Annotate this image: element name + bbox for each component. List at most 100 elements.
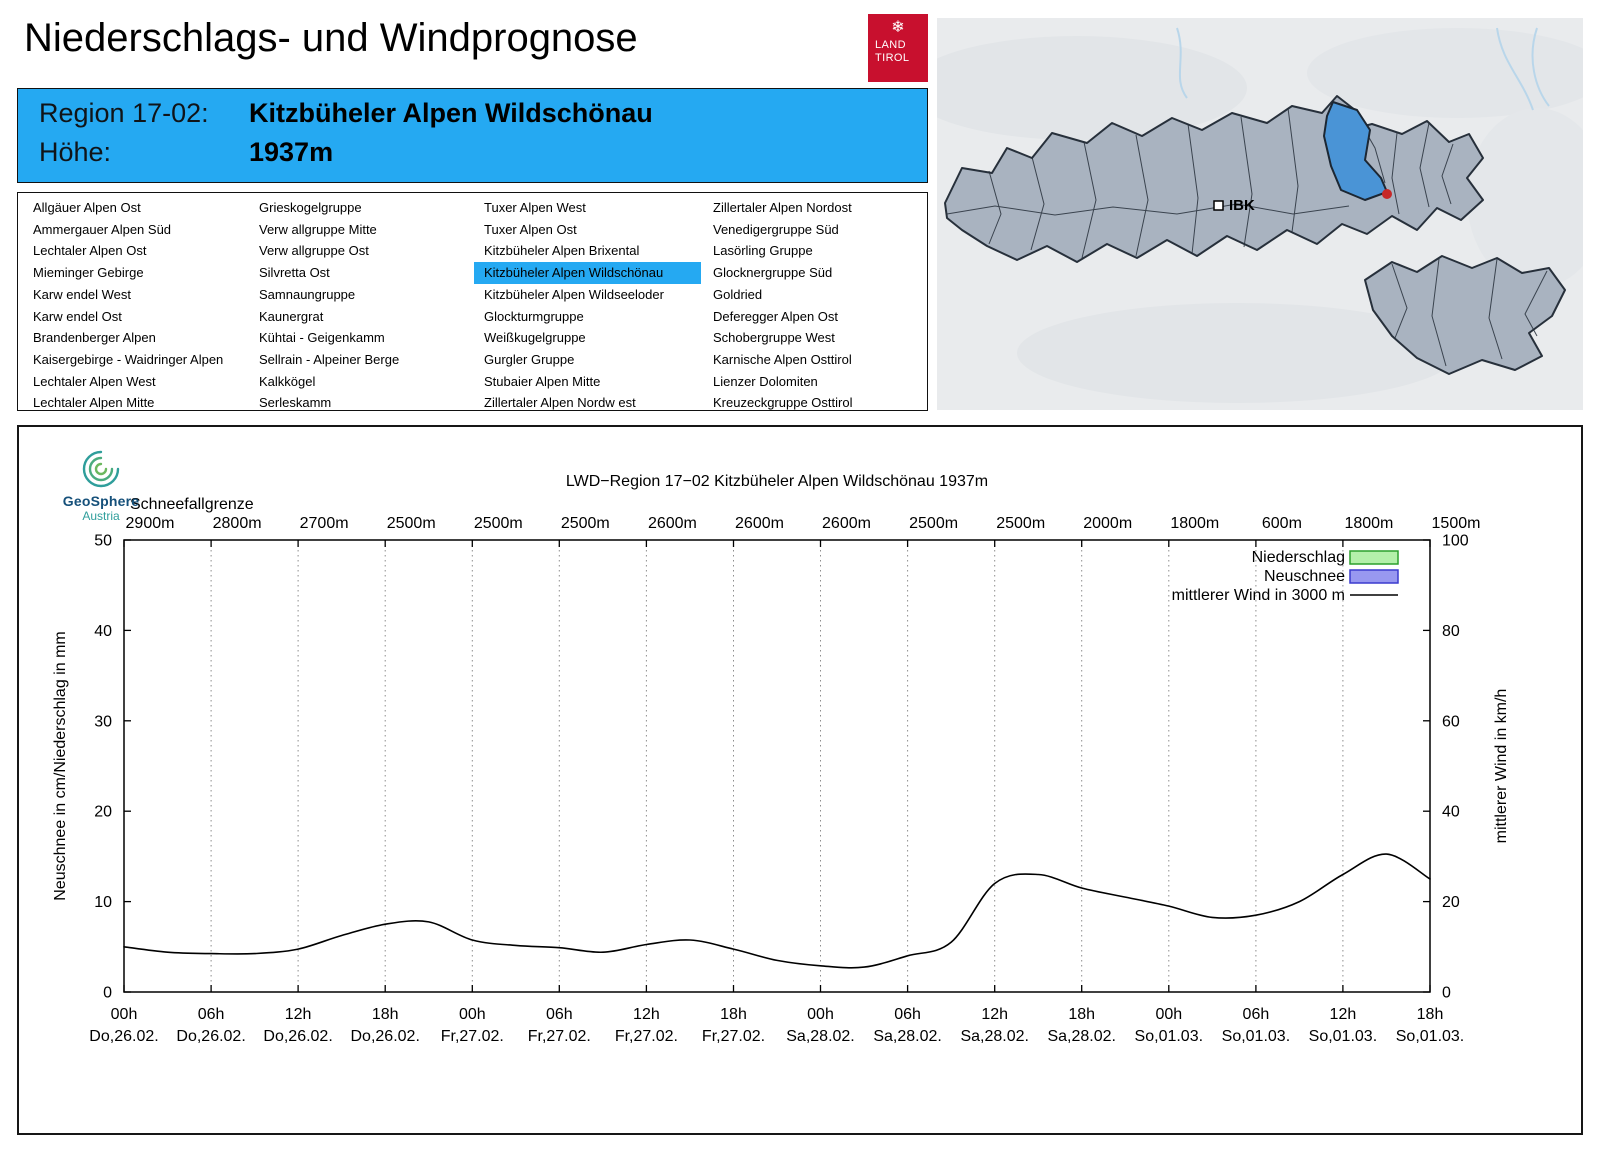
region-list-item[interactable]: Lechtaler Alpen Mitte [33,395,155,411]
tirol-map: IBK [907,18,1600,410]
x-hour-label: 18h [372,1006,399,1023]
region-list-item[interactable]: Kühtai - Geigenkamm [259,330,385,346]
region-list-item[interactable]: Serleskamm [259,395,332,411]
x-hour-label: 06h [198,1006,225,1023]
region-list-item[interactable]: Kaisergebirge - Waidringer Alpen [33,351,224,367]
x-hour-label: 06h [1243,1006,1270,1023]
map-subregion-borders-east [1391,258,1548,367]
region-list-item[interactable]: Glockturmgruppe [484,308,584,324]
y-left-tick-label: 40 [94,623,112,640]
region-list-item[interactable]: Samnaungruppe [259,286,356,302]
snowline-value: 2500m [561,515,610,532]
region-list-item-selected[interactable]: Kitzbüheler Alpen Wildschönau [474,262,701,284]
y-right-axis-title: mittlerer Wind in km/h [1493,689,1510,844]
forecast-chart: 00h Do,26.02. 2900m 06h Do,26.02. 2800m 12h Do,… [17,425,1583,1135]
legend-label: Neuschnee [1264,568,1345,585]
plot-frame [123,539,1431,993]
region-list-item[interactable]: Venedigergruppe Süd [713,221,839,237]
region-list-item[interactable]: Mieminger Gebirge [33,265,144,281]
y-right-tick-label: 80 [1442,623,1460,640]
snowline-value: 2500m [387,515,436,532]
x-hour-label: 00h [807,1006,834,1023]
legend-label: Niederschlag [1252,549,1345,566]
map-city-label: IBK [1229,197,1255,214]
x-date-label: So,01.03. [1222,1028,1291,1045]
map-region-selected[interactable] [1323,101,1388,201]
region-list-item[interactable]: Glocknergruppe Süd [713,265,833,281]
map-station-dot [1382,189,1392,199]
region-list-column: Zillertaler Alpen Nordost Venedigergruppe… [703,197,929,414]
region-list-item[interactable]: Brandenberger Alpen [33,330,156,346]
region-list: Allgäuer Alpen Ost Ammergauer Alpen Süd Le… [17,192,928,411]
x-date-label: Sa,28.02. [960,1028,1029,1045]
snowline-value: 2500m [474,515,523,532]
region-list-item[interactable]: Kitzbüheler Alpen Wildseeloder [484,286,664,302]
x-date-label: Sa,28.02. [1047,1028,1116,1045]
region-list-item[interactable]: Kalkkögel [259,373,316,389]
chart-title: LWD−Region 17−02 Kitzbüheler Alpen Wilds… [566,473,988,490]
x-date-label: Fr,27.02. [441,1028,504,1045]
region-list-item[interactable]: Sellrain - Alpeiner Berge [259,351,400,367]
page-title: Niederschlags- und Windprognose [24,16,638,60]
geosphere-country: Austria [82,509,120,523]
region-list-item[interactable]: Verw allgruppe Mitte [259,221,377,237]
region-list-item[interactable]: Allgäuer Alpen Ost [33,200,141,215]
region-list-item[interactable]: Silvretta Ost [259,265,330,281]
region-list-item[interactable]: Verw allgruppe Ost [259,243,369,259]
x-hour-label: 00h [111,1006,138,1023]
map-region-east-tyrol[interactable] [1364,255,1566,375]
region-name: Kitzbüheler Alpen Wildschönau [249,98,653,128]
y-left-tick-label: 0 [103,985,112,1002]
snowline-value: 1800m [1170,515,1219,532]
region-list-item[interactable]: Karw endel Ost [33,308,122,324]
region-list-item[interactable]: Lasörling Gruppe [713,243,813,259]
altitude-label: Höhe: [39,137,112,167]
region-list-item[interactable]: Stubaier Alpen Mitte [484,373,601,389]
region-list-item[interactable]: Weißkugelgruppe [484,330,586,346]
snowline-label: Schneefallgrenze [130,496,254,513]
region-list-item[interactable]: Tuxer Alpen Ost [484,221,577,237]
region-list-item[interactable]: Tuxer Alpen West [484,200,586,215]
region-list-item[interactable]: Karnische Alpen Osttirol [713,351,852,367]
map-city-marker [1213,200,1224,211]
snowline-value: 2900m [126,515,175,532]
x-date-label: Do,26.02. [263,1028,332,1045]
region-list-column: Allgäuer Alpen Ost Ammergauer Alpen Süd Le… [23,197,249,414]
geosphere-name: GeoSphere [62,493,140,509]
y-left-tick-label: 10 [94,894,112,911]
y-left-axis-title: Neuschnee in cm/Niederschlag in mm [52,631,69,900]
region-list-item[interactable]: Grieskogelgruppe [259,200,362,215]
region-list-item[interactable]: Deferegger Alpen Ost [713,308,839,324]
region-list-item[interactable]: Ammergauer Alpen Süd [33,221,172,237]
y-right-tick-label: 60 [1442,713,1460,730]
legend-label: mittlerer Wind in 3000 m [1172,587,1345,604]
region-list-item[interactable]: Kreuzeckgruppe Osttirol [713,395,853,411]
snowline-value: 2800m [213,515,262,532]
region-list-item[interactable]: Zillertaler Alpen Nordost [713,200,852,215]
region-list-item[interactable]: Schobergruppe West [713,330,835,346]
region-list-item[interactable]: Goldried [713,286,763,302]
region-list-item[interactable]: Zillertaler Alpen Nordw est [484,395,636,411]
x-hour-label: 00h [1155,1006,1182,1023]
x-date-label: So,01.03. [1309,1028,1378,1045]
x-hour-label: 12h [981,1006,1008,1023]
region-list-item[interactable]: Karw endel West [33,286,132,302]
x-hour-label: 06h [894,1006,921,1023]
altitude-value: 1937m [249,137,334,167]
region-list-item[interactable]: Lechtaler Alpen West [33,373,156,389]
y-right-tick-label: 0 [1442,985,1451,1002]
region-list-item[interactable]: Lienzer Dolomiten [713,373,818,389]
region-list-column: Grieskogelgruppe Verw allgruppe Mitte Verw… [249,197,474,414]
x-date-label: So,01.03. [1396,1028,1465,1045]
x-date-label: Fr,27.02. [702,1028,765,1045]
x-date-label: Do,26.02. [351,1028,420,1045]
x-date-label: Sa,28.02. [786,1028,855,1045]
snowline-value: 2600m [648,515,697,532]
region-list-item[interactable]: Kaunergrat [259,308,324,324]
region-list-item[interactable]: Gurgler Gruppe [484,351,575,367]
y-right-tick-label: 20 [1442,894,1460,911]
map-terrain-shade [1467,108,1600,288]
region-list-item[interactable]: Lechtaler Alpen Ost [33,243,147,259]
land-tirol-logo-text: LAND TIROL [875,39,928,64]
region-list-item[interactable]: Kitzbüheler Alpen Brixental [484,243,640,259]
